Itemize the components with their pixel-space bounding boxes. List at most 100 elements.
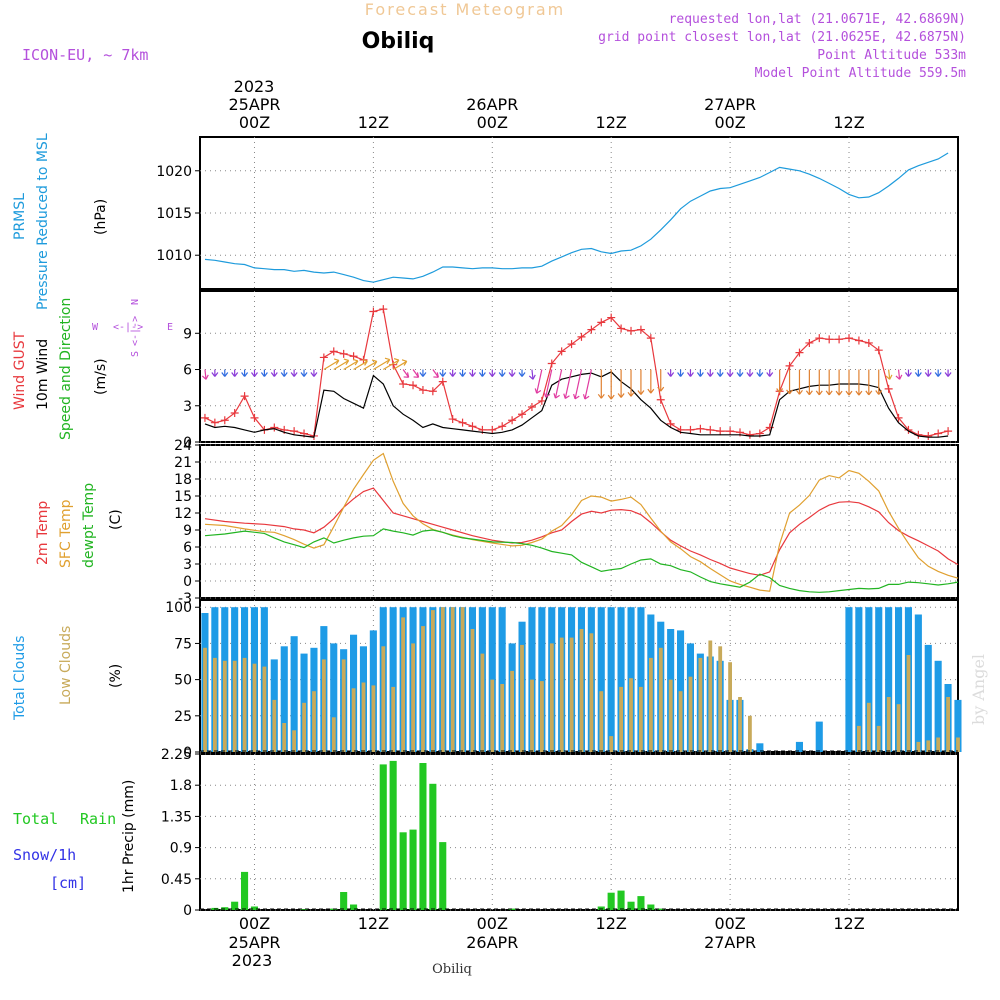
wind-direction-arrow — [373, 359, 391, 371]
bar-low-clouds — [252, 663, 257, 752]
gust-marker — [617, 324, 626, 333]
y-tick-label: 6 — [183, 540, 192, 556]
gust-marker — [795, 348, 804, 357]
y-tick-label: 9 — [183, 523, 192, 539]
gust-marker — [726, 427, 735, 436]
gust-marker — [825, 335, 834, 344]
wind-arrow-head — [686, 372, 694, 377]
wind-arrow-head — [310, 372, 318, 377]
bar-low-clouds — [619, 686, 623, 752]
panel-frame — [199, 753, 959, 911]
wind-arrow-head — [488, 372, 496, 377]
series-line-wind-gust — [204, 308, 949, 437]
bar-low-clouds — [331, 717, 336, 752]
bar-low-clouds — [599, 691, 604, 752]
gust-marker — [240, 392, 249, 401]
gust-marker — [409, 381, 418, 390]
bar-total-rain — [231, 901, 239, 910]
gust-marker — [210, 418, 219, 427]
panel-4: 0 0.45 0.9 1.35 1.8 2.25 — [161, 747, 959, 919]
y-tick-label: 24 — [174, 438, 192, 454]
wind-direction-arrow — [343, 360, 359, 371]
compass-north: N — [130, 299, 141, 305]
super-title: Forecast Meteogram — [365, 0, 565, 19]
wind-arrow-head — [231, 372, 239, 377]
gust-marker — [944, 427, 953, 436]
wind-direction-arrow — [536, 369, 543, 394]
bar-total-clouds — [637, 607, 645, 752]
bar-low-clouds — [421, 626, 425, 752]
gust-marker — [706, 425, 715, 434]
precip-unit: 1hr Precip (mm) — [121, 780, 137, 893]
bar-low-clouds — [728, 662, 732, 752]
wind-arrow-head — [934, 372, 942, 377]
wind-arrow-head — [459, 372, 467, 377]
bar-total-clouds — [914, 614, 922, 752]
gust-marker — [845, 334, 854, 343]
gust-marker — [884, 384, 893, 393]
bar-total-rain — [250, 906, 258, 910]
bar-total-rain — [627, 901, 635, 910]
gust-marker — [815, 334, 824, 343]
wind-arrow-head — [498, 372, 506, 377]
y-tick-label: 0 — [183, 435, 192, 451]
gust-marker — [547, 359, 556, 368]
wind-arrow-head — [875, 390, 883, 395]
bar-low-clouds — [866, 702, 871, 752]
wind-direction-arrow — [392, 360, 408, 371]
wind-arrow-head — [607, 394, 615, 400]
wind-direction-arrow — [574, 369, 583, 399]
wind-direction-arrow — [333, 359, 349, 371]
bar-total-rain — [389, 760, 397, 910]
wind-arrow-head — [696, 372, 704, 377]
y-tick-label: 3 — [183, 399, 192, 415]
bar-total-clouds — [885, 607, 893, 752]
bar-low-clouds — [431, 610, 435, 752]
wind-direction-arrow — [584, 369, 592, 400]
gust-marker — [399, 380, 408, 389]
gust-marker — [924, 431, 933, 440]
bar-low-clouds — [371, 685, 376, 752]
bar-total-clouds — [855, 607, 863, 752]
clouds-unit: (%) — [108, 664, 124, 688]
bar-low-clouds — [213, 657, 217, 752]
compass-west: W — [92, 322, 99, 333]
wind-direction-arrow — [888, 369, 891, 380]
gust-marker — [934, 429, 943, 438]
bar-total-clouds — [330, 643, 338, 752]
bar-low-clouds — [609, 736, 614, 752]
gust-marker — [696, 424, 705, 433]
wind-direction-label: Speed and Direction — [58, 298, 74, 440]
wind-arrow-head — [384, 357, 391, 365]
bar-total-rain — [508, 908, 516, 910]
bar-total-rain — [637, 896, 645, 910]
wind-arrow-head — [362, 359, 368, 366]
bar-low-clouds — [262, 666, 267, 752]
bar-total-rain — [300, 909, 308, 910]
gust-marker — [508, 416, 517, 425]
bar-total-clouds — [290, 636, 298, 752]
wind-direction-arrow — [402, 369, 410, 378]
gust-marker — [854, 336, 863, 345]
wind-arrow-head — [617, 393, 625, 398]
dewpt-label: dewpt Temp — [81, 483, 97, 568]
panels: 1010101510200369-30369121518212402550751… — [156, 136, 962, 919]
footer-location: Obiliq — [432, 962, 472, 977]
bar-low-clouds — [470, 629, 475, 752]
wind-10m-label: 10m Wind — [35, 339, 51, 410]
bar-low-clouds — [559, 637, 564, 752]
gust-marker — [607, 313, 616, 322]
bar-total-clouds — [607, 607, 615, 752]
bar-total-rain — [340, 892, 348, 910]
bar-total-clouds — [280, 646, 288, 752]
wind-arrow-head — [518, 372, 526, 377]
bar-low-clouds — [302, 702, 306, 752]
bar-low-clouds — [688, 676, 693, 752]
gust-marker — [835, 335, 844, 344]
wind-arrow-head — [944, 372, 952, 377]
wind-arrow-head — [582, 394, 590, 400]
bar-low-clouds — [718, 646, 723, 752]
wind-arrow-head — [805, 390, 813, 396]
wind-arrow-head — [885, 374, 893, 380]
wind-arrow-head — [776, 388, 784, 393]
